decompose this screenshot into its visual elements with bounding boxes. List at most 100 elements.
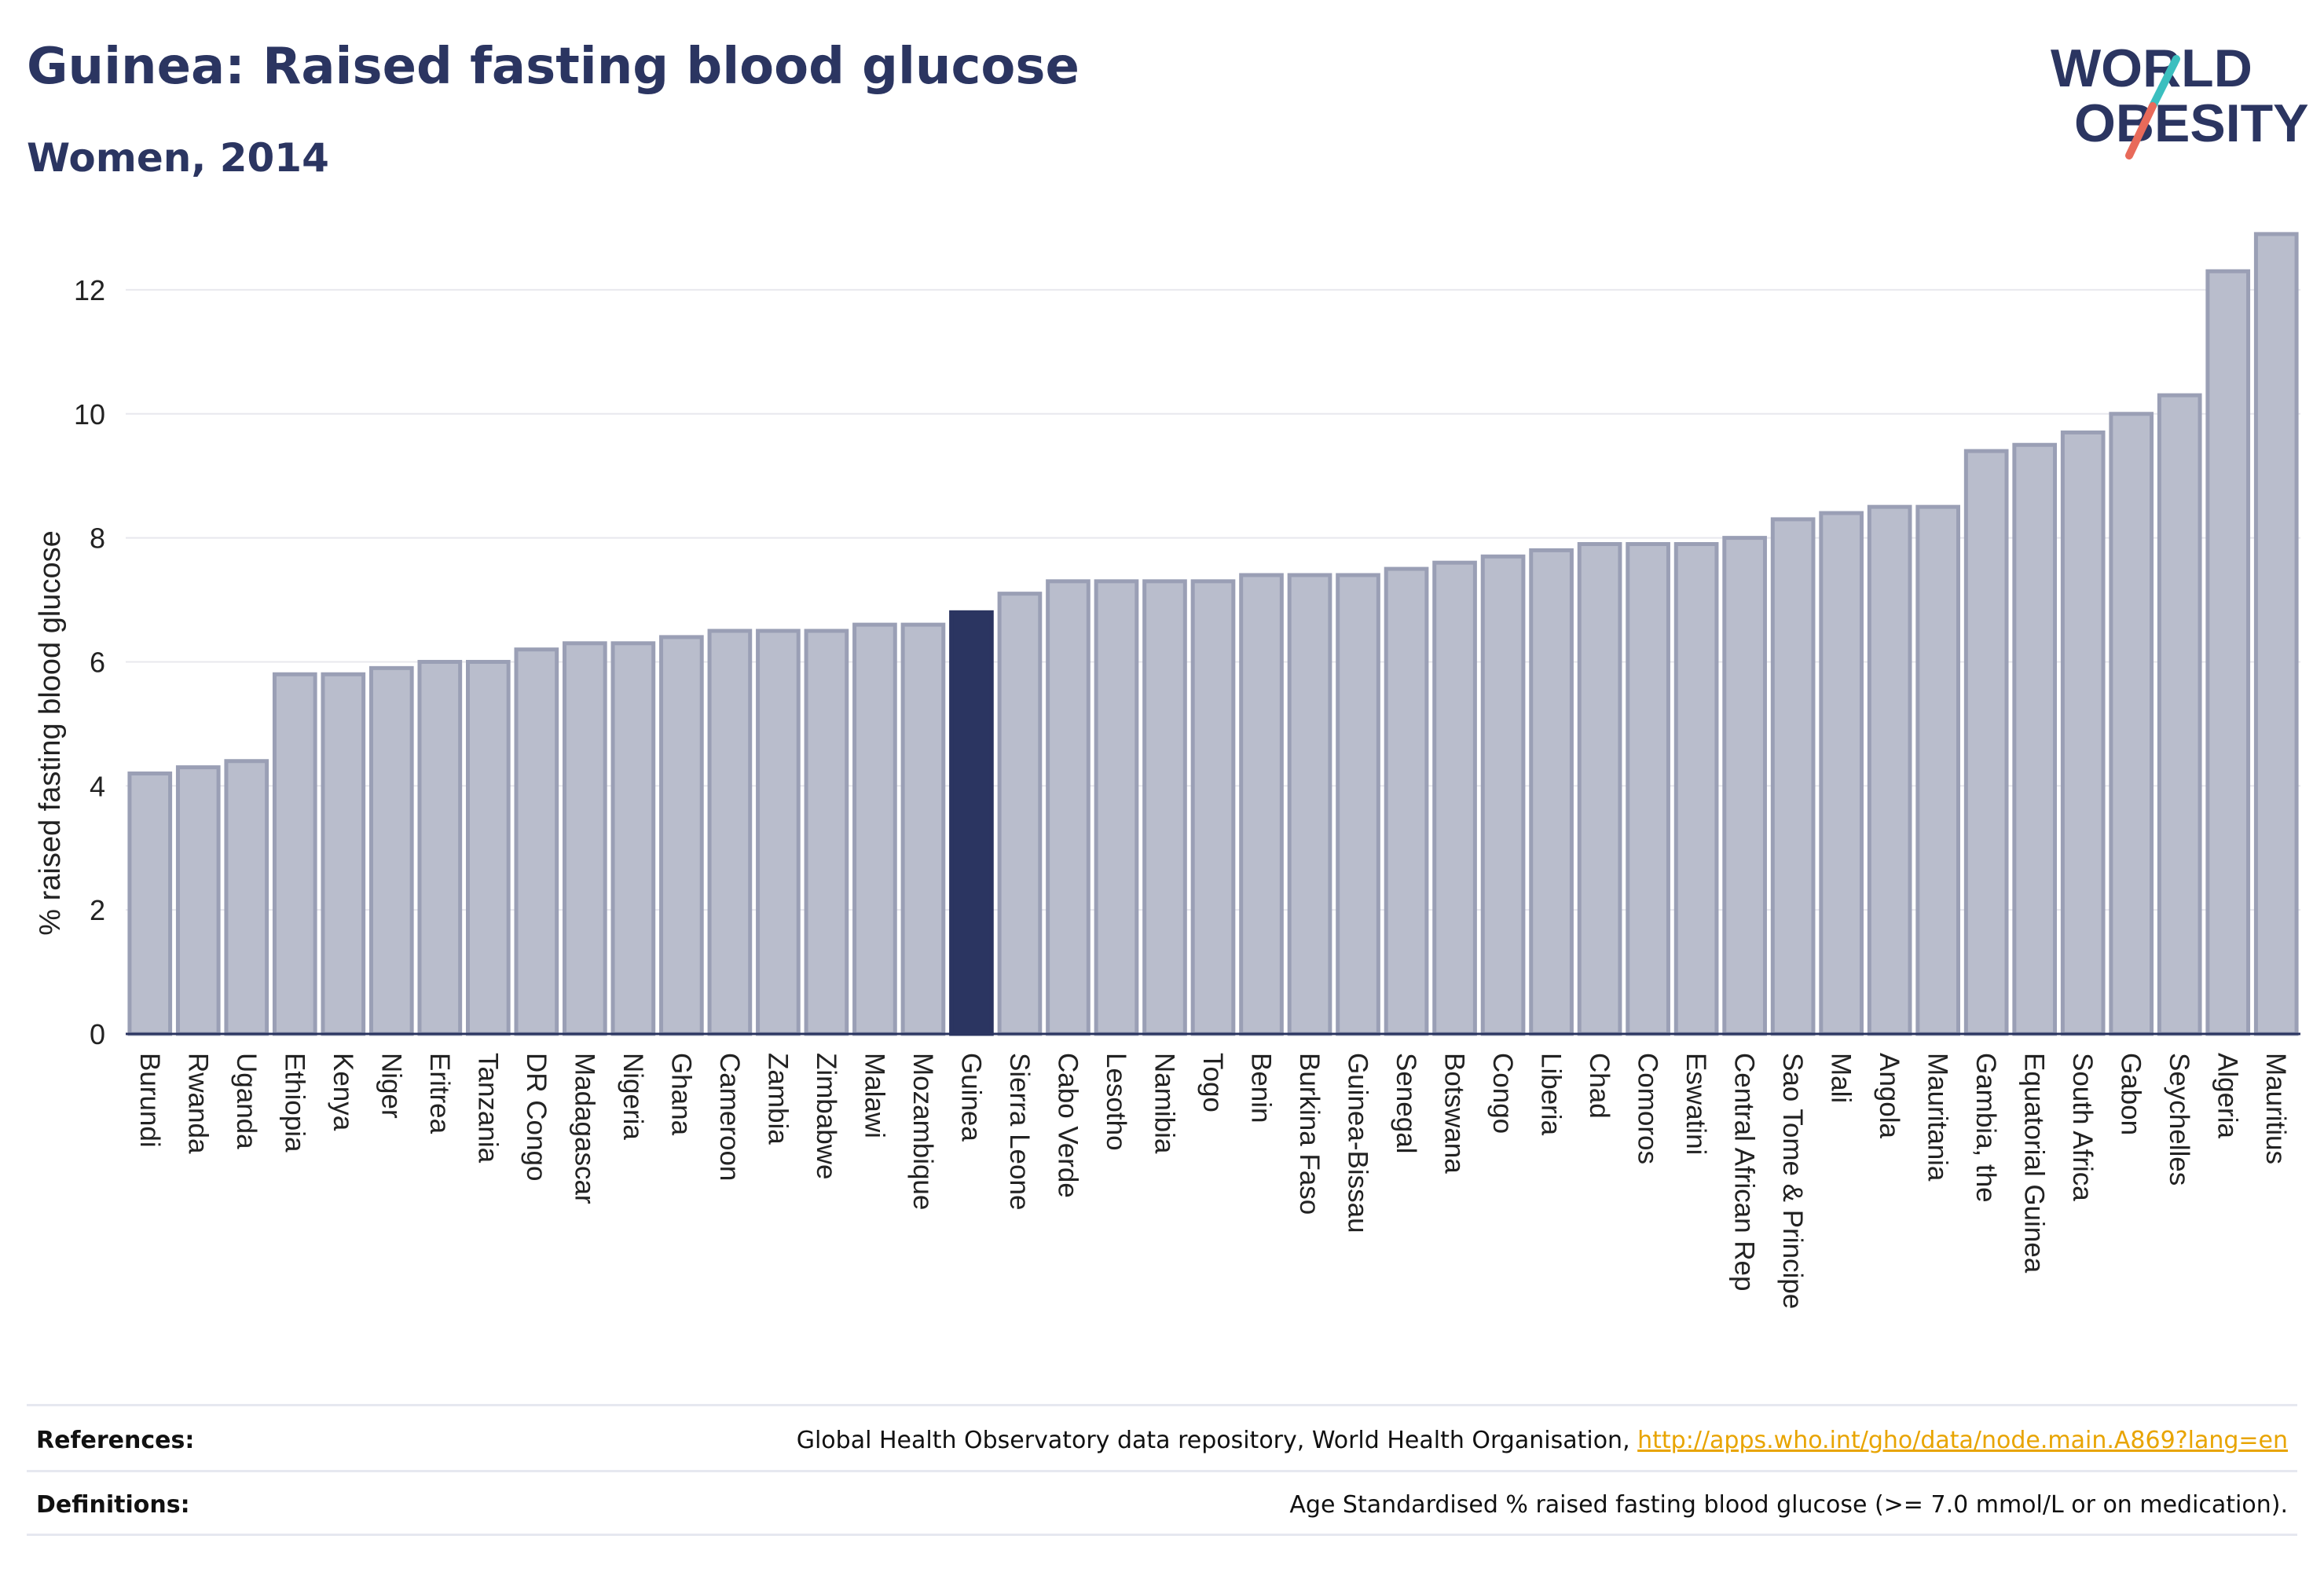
x-tick-label: Mauritius <box>2260 1053 2291 1164</box>
x-tick-label: Niger <box>376 1053 406 1119</box>
bar <box>1770 517 1816 1036</box>
x-tick-label: Central African Rep <box>1729 1053 1760 1291</box>
bar <box>465 659 511 1036</box>
logo-word-world: WORLD <box>2051 38 2253 98</box>
chart-title: Guinea: Raised fasting blood glucose <box>27 38 1080 96</box>
x-tick-label: Zimbabwe <box>811 1053 841 1179</box>
x-tick-label: Gambia, the <box>1970 1053 2001 1203</box>
bar <box>272 672 317 1036</box>
bar <box>900 622 946 1036</box>
bars <box>127 232 2299 1036</box>
x-tick-label: Eritrea <box>424 1053 455 1134</box>
definitions-text: Age Standardised % raised fasting blood … <box>1289 1491 2288 1519</box>
x-tick-label: Namibia <box>1149 1053 1179 1154</box>
bar <box>707 629 753 1036</box>
x-tick-label: Benin <box>1246 1053 1277 1123</box>
references-text: Global Health Observatory data repositor… <box>797 1427 2288 1454</box>
bar <box>659 635 704 1036</box>
x-tick-label: Chad <box>1584 1053 1615 1119</box>
y-tick-label: 10 <box>74 398 105 431</box>
x-tick-label: South Africa <box>2067 1053 2098 1201</box>
bar <box>1384 566 1429 1036</box>
bar <box>2109 412 2154 1036</box>
x-tick-label: Guinea-Bissau <box>1343 1053 1373 1233</box>
logo-slash-teal <box>2149 55 2180 110</box>
bar <box>1287 573 1332 1036</box>
x-tick-label: Ethiopia <box>279 1053 310 1153</box>
bar <box>1480 554 1526 1036</box>
footer-divider-top <box>27 1404 2297 1406</box>
definitions-label: Definitions: <box>36 1491 190 1519</box>
bar <box>224 759 269 1036</box>
x-tick-label: Sierra Leone <box>1004 1053 1035 1210</box>
x-tick-label: Eswatini <box>1681 1053 1711 1155</box>
y-tick-label: 6 <box>90 646 105 678</box>
x-tick-label: Mali <box>1826 1053 1857 1103</box>
bar <box>852 622 897 1036</box>
bar <box>127 772 173 1036</box>
bar <box>1626 542 1670 1036</box>
bar <box>368 665 414 1036</box>
x-tick-label: Ghana <box>665 1053 696 1136</box>
footer-divider-bottom <box>27 1534 2297 1536</box>
x-axis-ticks: Burundi Rwanda Uganda Ethiopia Kenya Niger Eri… <box>134 1053 2291 1309</box>
x-tick-label: Angola <box>1874 1053 1904 1139</box>
x-tick-label: Mozambique <box>907 1053 938 1210</box>
bar-chart: 0 2 4 6 8 10 12 Burundi Rwanda Uganda Ethiopia Ken… <box>34 232 2300 1309</box>
bar <box>1142 579 1187 1036</box>
bar <box>2012 442 2058 1036</box>
y-tick-label: 2 <box>90 894 105 926</box>
x-tick-label: Senegal <box>1391 1053 1421 1153</box>
x-tick-label: Togo <box>1197 1053 1228 1112</box>
x-tick-label: Malawi <box>859 1053 889 1138</box>
bar <box>1577 542 1622 1036</box>
x-tick-label: Nigeria <box>618 1053 648 1140</box>
bar <box>1722 536 1767 1036</box>
x-tick-label: Sao Tome & Principe <box>1777 1053 1808 1309</box>
bar <box>2157 393 2202 1036</box>
bar <box>2253 232 2299 1036</box>
y-axis-label: % raised fasting blood glucose <box>34 530 67 935</box>
x-tick-label: Congo <box>1487 1053 1518 1134</box>
x-tick-label: DR Congo <box>521 1053 552 1181</box>
y-tick-label: 8 <box>90 522 105 555</box>
references-link[interactable]: http://apps.who.int/gho/data/node.main.A… <box>1637 1427 2288 1454</box>
x-tick-label: Madagascar <box>569 1053 599 1204</box>
bar <box>1819 511 1864 1036</box>
bar-highlight <box>949 610 994 1036</box>
bar <box>2205 269 2251 1036</box>
logo-slash-coral <box>2125 102 2157 159</box>
x-tick-label: Botswana <box>1439 1053 1470 1174</box>
bar <box>1336 573 1380 1036</box>
y-tick-label: 4 <box>90 770 105 802</box>
bar <box>1239 573 1284 1036</box>
bar <box>417 659 463 1036</box>
x-tick-label: Equatorial Guinea <box>2019 1053 2050 1274</box>
x-tick-label: Rwanda <box>182 1053 213 1154</box>
bar <box>1094 579 1139 1036</box>
bar <box>321 672 366 1036</box>
x-tick-label: Algeria <box>2212 1053 2243 1138</box>
x-tick-label: Tanzania <box>472 1053 503 1164</box>
x-tick-label: Zambia <box>762 1053 793 1145</box>
footer-divider-middle <box>27 1470 2297 1472</box>
world-obesity-logo: WORLD OBESITY <box>2051 38 2309 159</box>
bar <box>1046 579 1091 1036</box>
x-tick-label: Cameroon <box>714 1053 745 1181</box>
bar <box>1915 504 1961 1036</box>
bar <box>804 629 849 1036</box>
x-tick-label: Cabo Verde <box>1052 1053 1083 1198</box>
bar <box>1432 560 1477 1036</box>
x-tick-label: Guinea <box>955 1053 986 1142</box>
y-tick-label: 12 <box>74 274 105 306</box>
bar <box>610 641 656 1036</box>
bar <box>2060 430 2106 1036</box>
x-tick-label: Kenya <box>328 1053 358 1131</box>
x-tick-label: Burkina Faso <box>1294 1053 1325 1215</box>
x-tick-label: Comoros <box>1633 1053 1663 1164</box>
logo-word-obesity: OBESITY <box>2074 93 2309 153</box>
x-tick-label: Liberia <box>1536 1053 1567 1136</box>
bar <box>1673 542 1719 1036</box>
references-label: References: <box>36 1427 195 1454</box>
bar <box>997 592 1043 1036</box>
